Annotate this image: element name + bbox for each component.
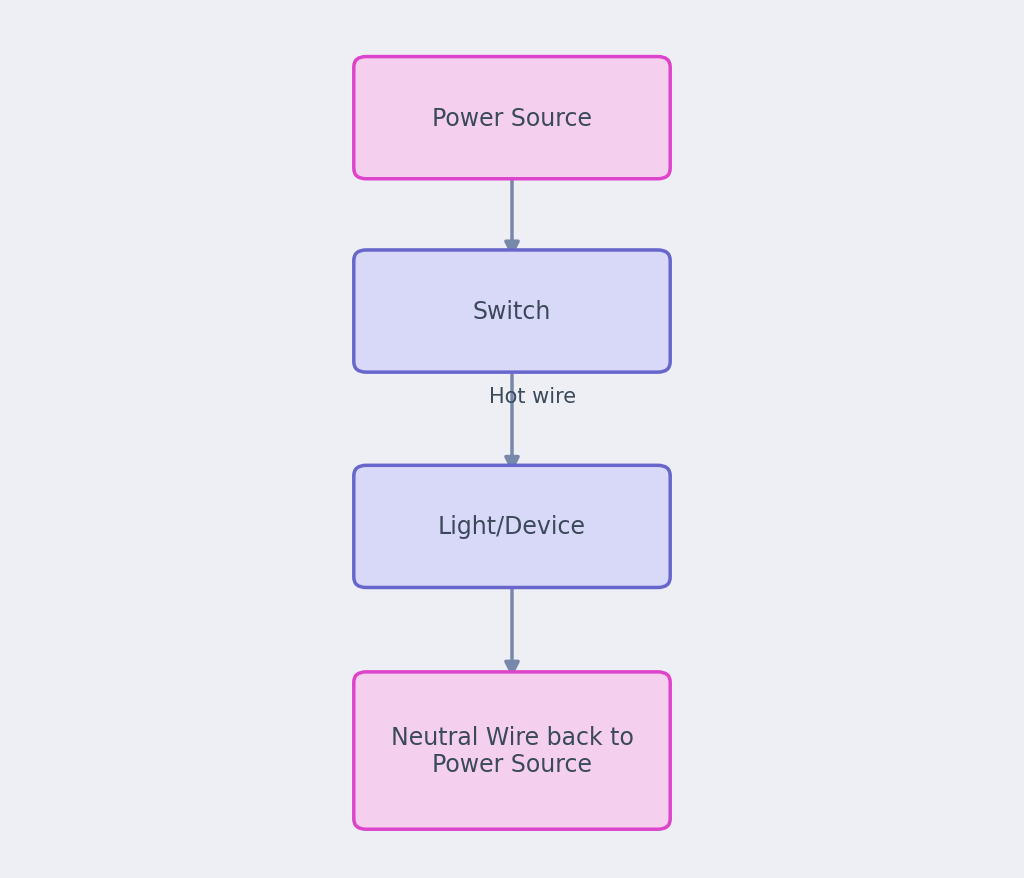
Text: Switch: Switch bbox=[473, 299, 551, 324]
FancyBboxPatch shape bbox=[354, 57, 671, 180]
FancyBboxPatch shape bbox=[354, 673, 671, 829]
FancyBboxPatch shape bbox=[354, 465, 671, 588]
Text: Hot wire: Hot wire bbox=[488, 387, 577, 407]
FancyBboxPatch shape bbox=[354, 251, 671, 372]
Text: Power Source: Power Source bbox=[432, 106, 592, 131]
Text: Neutral Wire back to
Power Source: Neutral Wire back to Power Source bbox=[390, 725, 634, 776]
Text: Light/Device: Light/Device bbox=[438, 515, 586, 539]
